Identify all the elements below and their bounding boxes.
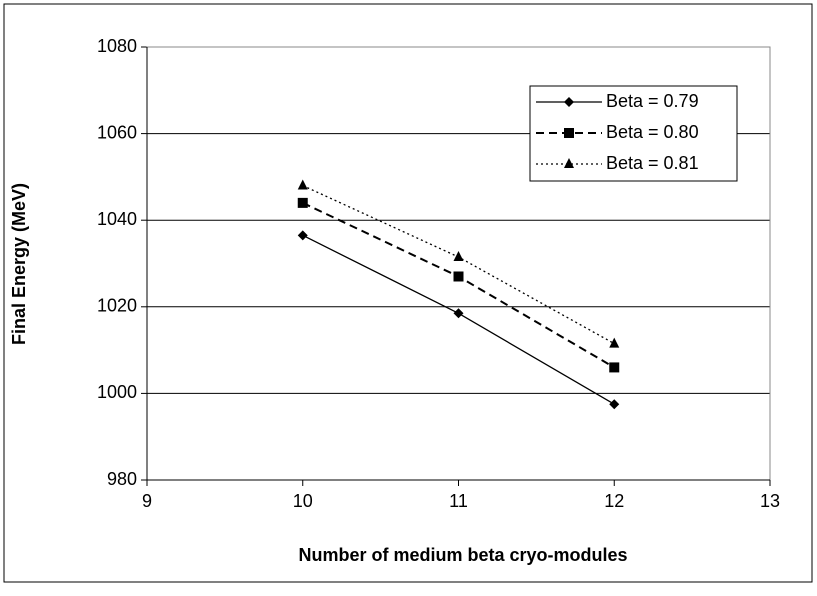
marker <box>453 251 464 262</box>
x-tick-label: 11 <box>449 491 468 511</box>
marker <box>609 362 620 373</box>
x-tick-label: 9 <box>142 491 152 511</box>
y-tick-label: 1000 <box>97 382 137 402</box>
y-tick-label: 1080 <box>97 36 137 56</box>
legend-label: Beta = 0.79 <box>606 91 699 111</box>
marker <box>609 337 620 348</box>
legend-marker <box>564 128 574 138</box>
y-tick-label: 1040 <box>97 209 137 229</box>
marker <box>453 271 464 282</box>
y-tick-label: 1060 <box>97 122 137 142</box>
marker <box>297 230 308 241</box>
legend-label: Beta = 0.81 <box>606 153 699 173</box>
x-tick-label: 13 <box>760 491 780 511</box>
legend-marker <box>564 97 574 107</box>
marker <box>297 197 308 208</box>
y-axis-title: Final Energy (MeV) <box>9 183 29 345</box>
marker <box>609 399 620 410</box>
y-tick-label: 980 <box>107 469 137 489</box>
x-tick-label: 10 <box>293 491 313 511</box>
y-tick-label: 1020 <box>97 296 137 316</box>
x-tick-label: 12 <box>604 491 624 511</box>
marker <box>453 308 464 319</box>
legend-marker <box>564 158 574 168</box>
marker <box>297 179 308 190</box>
legend-label: Beta = 0.80 <box>606 122 699 142</box>
x-axis-title: Number of medium beta cryo-modules <box>298 545 627 565</box>
